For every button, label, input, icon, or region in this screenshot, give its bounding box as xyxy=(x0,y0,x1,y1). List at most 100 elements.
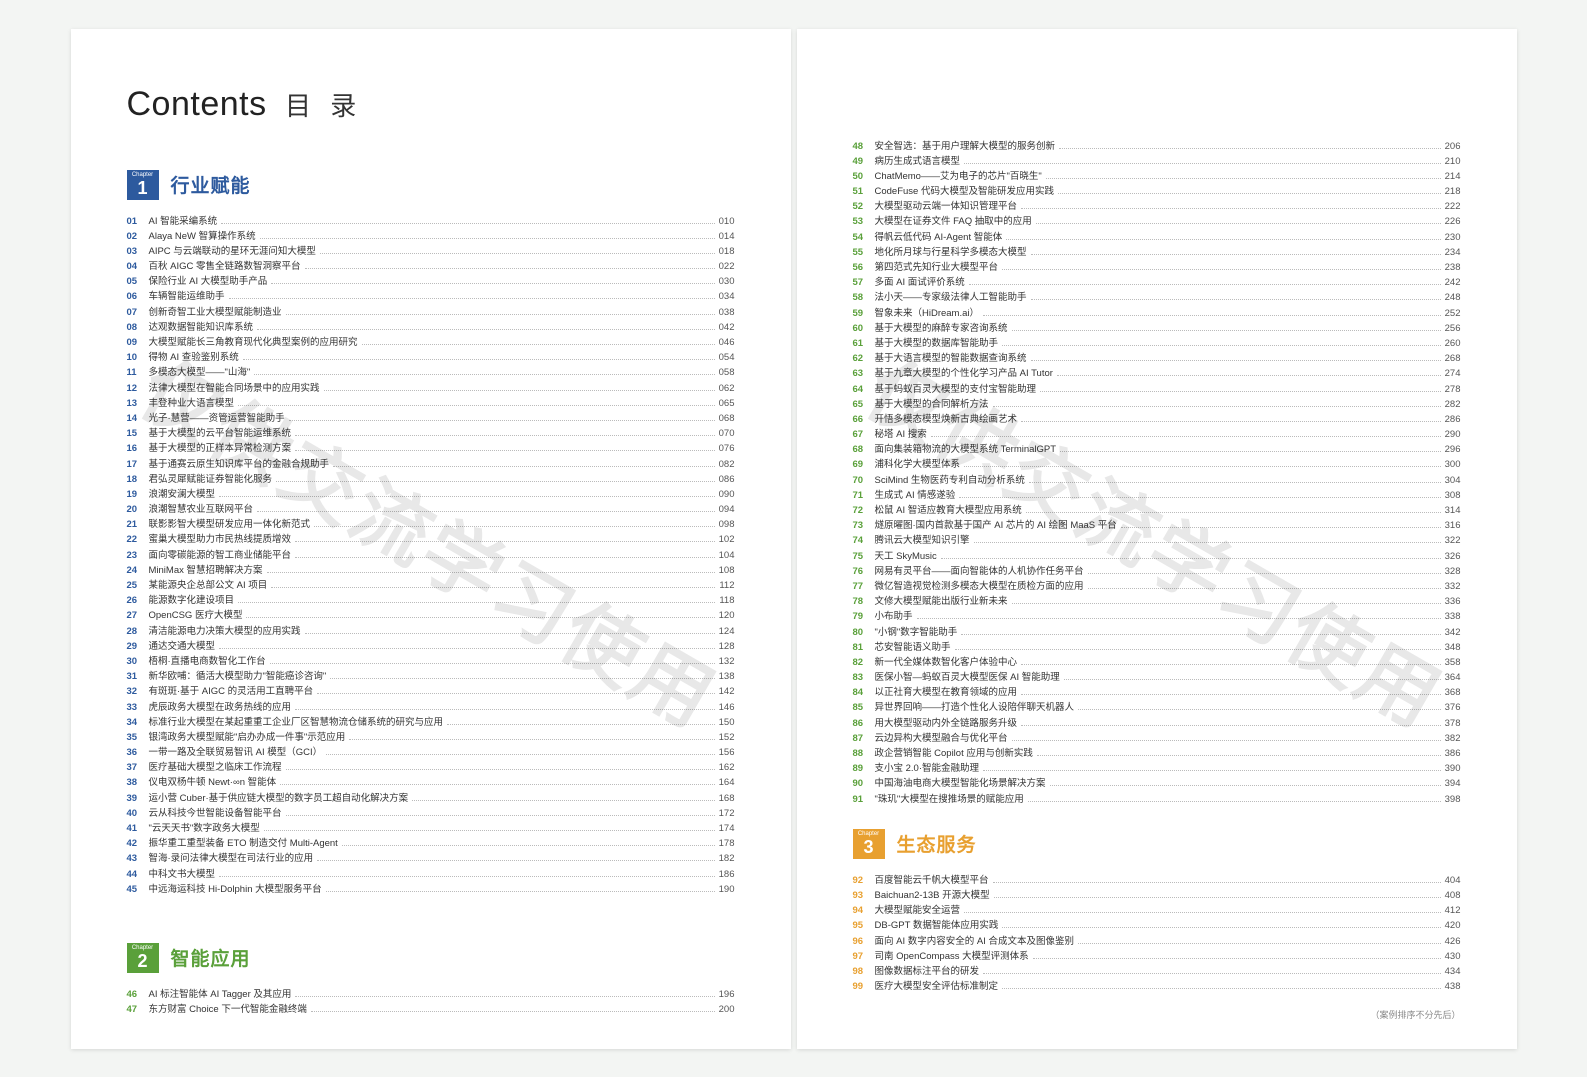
toc-leader-dots xyxy=(1040,391,1441,392)
toc-leader-dots xyxy=(931,436,1441,437)
toc-row: 91"珠玑"大模型在搜推场景的赋能应用398 xyxy=(853,792,1461,807)
toc-leader-dots xyxy=(1002,988,1441,989)
toc-leader-dots xyxy=(959,497,1440,498)
toc-leader-dots xyxy=(974,542,1441,543)
toc-leader-dots xyxy=(1021,664,1441,665)
toc-label: 得帆云低代码 AI-Agent 智能体 xyxy=(875,230,1003,245)
toc-row: 73燧原曜图·国内首款基于国产 AI 芯片的 AI 绘图 MaaS 平台316 xyxy=(853,518,1461,533)
toc-number: 35 xyxy=(127,730,149,745)
toc-number: 45 xyxy=(127,882,149,897)
toc-number: 62 xyxy=(853,351,875,366)
toc-number: 14 xyxy=(127,411,149,426)
toc-row: 01AI 智能采编系统010 xyxy=(127,214,735,229)
toc-leader-dots xyxy=(1029,482,1441,483)
toc-row: 90中国海油电商大模型智能化场景解决方案394 xyxy=(853,776,1461,791)
toc-row: 65基于大模型的合同解析方法282 xyxy=(853,397,1461,412)
toc-row: 52大模型驱动云端一体知识管理平台222 xyxy=(853,199,1461,214)
toc-number: 76 xyxy=(853,564,875,579)
toc-number: 86 xyxy=(853,716,875,731)
toc-page: 386 xyxy=(1445,746,1461,761)
toc-row: 42振华重工重型装备 ETO 制造交付 Multi-Agent178 xyxy=(127,836,735,851)
toc-row: 09大模型赋能长三角教育现代化典型案例的应用研究046 xyxy=(127,335,735,350)
toc-number: 42 xyxy=(127,836,149,851)
toc-label: 中远海运科技 Hi-Dolphin 大模型服务平台 xyxy=(149,882,322,897)
toc-page: 018 xyxy=(719,244,735,259)
toc-leader-dots xyxy=(983,770,1441,771)
toc-page: 112 xyxy=(719,578,734,593)
toc-label: 开悟多模态模型焕新古典绘画艺术 xyxy=(875,412,1018,427)
toc-page: 322 xyxy=(1445,533,1461,548)
toc-label: 智象未来（HiDream.ai） xyxy=(875,306,980,321)
toc-number: 84 xyxy=(853,685,875,700)
toc-page: 300 xyxy=(1445,457,1461,472)
toc-label: 百度智能云千帆大模型平台 xyxy=(875,873,989,888)
toc-row: 64基于蚂蚁百灵大模型的支付宝智能助理278 xyxy=(853,382,1461,397)
toc-leader-dots xyxy=(238,405,715,406)
toc-row: 27OpenCSG 医疗大模型120 xyxy=(127,608,735,623)
toc-leader-dots xyxy=(349,739,714,740)
toc-row: 66开悟多模态模型焕新古典绘画艺术286 xyxy=(853,412,1461,427)
toc-page: 222 xyxy=(1445,199,1461,214)
toc-number: 58 xyxy=(853,290,875,305)
toc-leader-dots xyxy=(917,618,1441,619)
toc-number: 29 xyxy=(127,639,149,654)
toc-leader-dots xyxy=(286,769,715,770)
toc-leader-dots xyxy=(964,466,1441,467)
toc-page: 378 xyxy=(1445,716,1461,731)
toc-row: 63基于九章大模型的个性化学习产品 AI Tutor274 xyxy=(853,366,1461,381)
toc-page: 376 xyxy=(1445,700,1461,715)
toc-leader-dots xyxy=(1002,927,1440,928)
toc-number: 96 xyxy=(853,934,875,949)
toc-row: 29通达交通大模型128 xyxy=(127,639,735,654)
toc-leader-dots xyxy=(264,830,715,831)
toc-label: 东方财富 Choice 下一代智能金融终端 xyxy=(149,1002,307,1017)
toc-row: 05保险行业 AI 大模型助手产品030 xyxy=(127,274,735,289)
toc-label: 得物 AI 查验鉴别系统 xyxy=(149,350,239,365)
toc-number: 31 xyxy=(127,669,149,684)
toc-leader-dots xyxy=(326,754,714,755)
toc-number: 73 xyxy=(853,518,875,533)
toc-row: 19浪潮安澜大模型090 xyxy=(127,487,735,502)
toc-number: 72 xyxy=(853,503,875,518)
toc-label: 法小天——专家级法律人工智能助手 xyxy=(875,290,1027,305)
toc-page: 082 xyxy=(719,457,735,472)
toc-number: 18 xyxy=(127,472,149,487)
toc-page: 252 xyxy=(1445,306,1461,321)
toc-page: 196 xyxy=(719,987,735,1002)
toc-label: 通达交通大模型 xyxy=(149,639,216,654)
toc-row: 58法小天——专家级法律人工智能助手248 xyxy=(853,290,1461,305)
toc-page: 076 xyxy=(719,441,735,456)
toc-page: 034 xyxy=(719,289,735,304)
toc-row: 71生成式 AI 情感遂验308 xyxy=(853,488,1461,503)
toc-row: 59智象未来（HiDream.ai）252 xyxy=(853,306,1461,321)
toc-label: Baichuan2-13B 开源大模型 xyxy=(875,888,990,903)
toc-row: 48安全智选：基于用户理解大模型的服务创新206 xyxy=(853,139,1461,154)
toc-leader-dots xyxy=(1121,527,1441,528)
toc-number: 04 xyxy=(127,259,149,274)
toc-row: 83医保小智—蚂蚁百灵大模型医保 AI 智能助理364 xyxy=(853,670,1461,685)
toc-page: 274 xyxy=(1445,366,1461,381)
toc-leader-dots xyxy=(993,406,1441,407)
toc-row: 45中远海运科技 Hi-Dolphin 大模型服务平台190 xyxy=(127,882,735,897)
toc-label: MiniMax 智慧招聘解决方案 xyxy=(149,563,263,578)
toc-page: 394 xyxy=(1445,776,1461,791)
toc-number: 43 xyxy=(127,851,149,866)
toc-label: AI 标注智能体 AI Tagger 及其应用 xyxy=(149,987,292,1002)
toc-number: 61 xyxy=(853,336,875,351)
toc-leader-dots xyxy=(1012,740,1441,741)
toc-page: 174 xyxy=(719,821,735,836)
toc-label: 新华欧哺：循活大模型助力"智能癌诊咨询" xyxy=(149,669,327,684)
toc-row: 89支小宝 2.0·智能金融助理390 xyxy=(853,761,1461,776)
toc-label: 智海·录问法律大模型在司法行业的应用 xyxy=(149,851,314,866)
toc-label: 仪电双杨牛顿 Newt·∞n 智能体 xyxy=(149,775,277,790)
toc-row: 03AIPC 与云端联动的星环无涯问知大模型018 xyxy=(127,244,735,259)
toc-number: 95 xyxy=(853,918,875,933)
toc-number: 36 xyxy=(127,745,149,760)
toc-row: 80"小钢"数字智能助手342 xyxy=(853,625,1461,640)
toc-row: 04百秋 AIGC 零售全链路数智洞察平台022 xyxy=(127,259,735,274)
toc-page: 290 xyxy=(1445,427,1461,442)
chapter-3-badge: Chapter3 xyxy=(853,829,885,859)
toc-number: 09 xyxy=(127,335,149,350)
toc-row: 70SciMind 生物医药专利自动分析系统304 xyxy=(853,473,1461,488)
toc-number: 49 xyxy=(853,154,875,169)
